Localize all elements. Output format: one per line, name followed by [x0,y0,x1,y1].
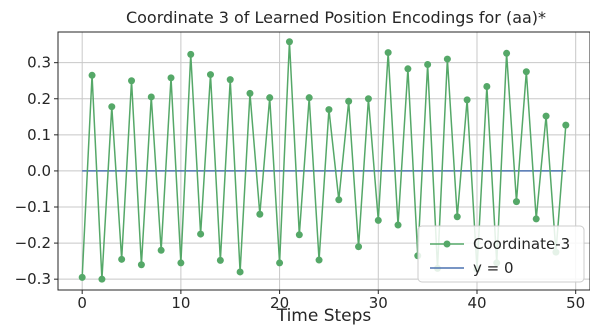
data-point [364,95,372,103]
data-point [187,50,195,58]
legend-marker-coordinate-3 [443,240,451,248]
plot-frame [57,31,590,291]
legend-label-coordinate-3: Coordinate-3 [473,235,570,253]
data-point [78,273,86,281]
data-point [562,121,570,129]
data-point [374,216,382,224]
data-point [512,198,520,206]
data-point [305,94,313,102]
data-point [355,243,363,251]
data-point [167,74,175,82]
legend: Coordinate-3 y = 0 [417,225,585,283]
y-tick-label: 0.2 [27,90,51,108]
data-point [542,112,550,120]
data-point [483,82,491,90]
data-point [285,38,293,46]
data-point [88,71,96,79]
data-point [276,259,284,267]
data-point [463,96,471,104]
data-point [295,231,303,239]
x-tick-label: 10 [171,294,190,312]
data-point [157,246,165,254]
y-ticks: −0.3 −0.2 −0.1 0.0 0.1 0.2 0.3 [15,54,58,288]
data-point [335,196,343,204]
y-tick-label: 0.1 [27,126,51,144]
y-tick-label: −0.1 [15,198,51,216]
y-tick-label: 0.0 [27,162,51,180]
data-point [177,259,185,267]
series-line-coordinate-3 [81,40,567,280]
y-tick-label: −0.2 [15,234,51,252]
data-point [118,255,126,263]
data-point [424,60,432,68]
data-point [345,97,353,105]
data-point [98,275,106,283]
data-point [325,106,333,114]
y-tick-label: 0.3 [27,54,51,72]
x-axis-label: Time Steps [276,306,372,326]
legend-label-y-0: y = 0 [473,259,514,277]
data-point [394,221,402,229]
data-point [226,76,234,84]
data-point [404,65,412,73]
chart-title: Coordinate 3 of Learned Position Encodin… [126,8,546,27]
data-point [197,230,205,238]
data-point [137,261,145,269]
data-point [246,89,254,97]
data-point [147,93,155,101]
x-ticks: 0 10 20 30 40 50 [77,290,585,312]
y-tick-label: −0.3 [15,270,51,288]
data-point [384,49,392,57]
data-point [236,268,244,276]
x-tick-label: 40 [467,294,486,312]
data-point [266,94,274,102]
x-tick-label: 20 [270,294,289,312]
data-point [503,49,511,57]
data-point [256,210,264,218]
x-tick-label: 50 [566,294,585,312]
data-point [315,256,323,264]
data-point [108,103,116,111]
data-point [216,256,224,264]
data-point [206,71,214,79]
data-point [128,77,136,85]
x-tick-label: 0 [77,294,87,312]
x-tick-label: 30 [369,294,388,312]
data-point [522,68,530,76]
data-point [443,55,451,63]
data-point [532,215,540,223]
data-point [453,213,461,221]
